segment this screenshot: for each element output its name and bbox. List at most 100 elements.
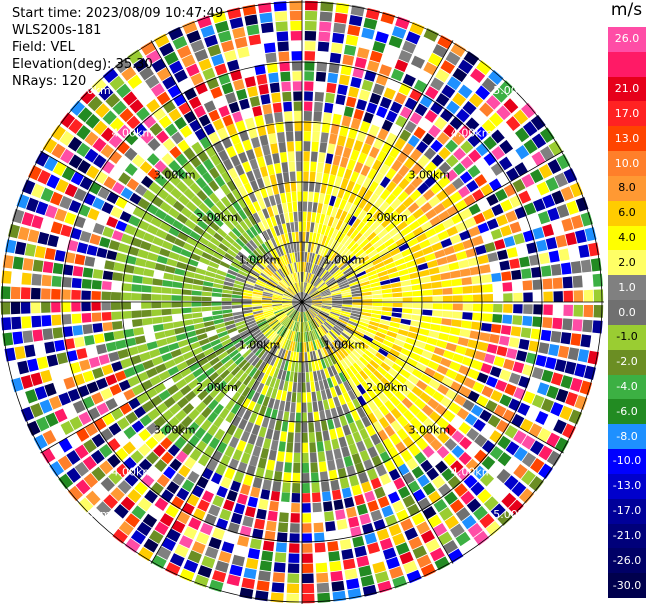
velocity-gate (346, 322, 357, 330)
velocity-gate (105, 397, 118, 411)
velocity-gate (568, 409, 583, 425)
velocity-gate (167, 84, 182, 99)
velocity-gate (303, 322, 305, 332)
velocity-gate (309, 442, 317, 453)
velocity-gate (542, 194, 555, 209)
velocity-gate (388, 523, 402, 537)
velocity-gate (276, 451, 285, 462)
velocity-gate (156, 338, 168, 348)
velocity-gate (167, 365, 180, 377)
velocity-gate (247, 203, 257, 215)
velocity-gate (270, 321, 280, 329)
velocity-gate (295, 412, 301, 423)
velocity-gate (244, 442, 254, 455)
velocity-gate (81, 313, 92, 323)
velocity-gate (354, 329, 365, 338)
velocity-gate (467, 164, 481, 178)
velocity-gate (396, 402, 408, 415)
velocity-gate (183, 373, 196, 384)
velocity-gate (324, 236, 331, 247)
velocity-gate (284, 182, 291, 193)
velocity-gate (410, 148, 423, 162)
velocity-gate (319, 213, 326, 225)
velocity-gate (235, 223, 245, 235)
velocity-gate (88, 181, 102, 195)
velocity-gate (317, 314, 327, 321)
velocity-gate (224, 320, 235, 327)
velocity-gate (84, 422, 99, 437)
velocity-gate (457, 185, 471, 198)
velocity-gate (210, 153, 222, 167)
velocity-gate (330, 123, 340, 135)
velocity-gate (57, 237, 69, 250)
velocity-gate (140, 474, 155, 488)
velocity-gate (102, 226, 115, 238)
velocity-gate (331, 307, 342, 311)
velocity-gate (531, 366, 544, 380)
velocity-gate (180, 207, 193, 218)
velocity-gate (224, 277, 235, 284)
velocity-gate (142, 317, 153, 326)
velocity-gate (46, 354, 59, 367)
velocity-gate (497, 249, 508, 261)
colorbar-segment (608, 126, 646, 152)
velocity-gate (292, 252, 296, 263)
velocity-gate (125, 513, 140, 528)
velocity-gate (95, 103, 110, 119)
velocity-gate (67, 432, 82, 448)
velocity-gate (247, 433, 258, 445)
velocity-gate (402, 142, 415, 156)
velocity-gate (252, 249, 262, 259)
velocity-gate (394, 358, 406, 368)
velocity-gate (331, 580, 345, 592)
velocity-gate (121, 283, 132, 292)
velocity-gate (188, 362, 201, 373)
velocity-gate (496, 468, 511, 484)
velocity-gate (288, 553, 300, 563)
velocity-gate (269, 249, 277, 260)
velocity-gate (313, 317, 321, 327)
velocity-gate (31, 315, 42, 328)
velocity-gate (419, 37, 435, 51)
velocity-gate (333, 326, 343, 334)
velocity-gate (302, 372, 306, 383)
velocity-gate (468, 226, 481, 238)
velocity-gate (438, 146, 451, 160)
velocity-gate (380, 279, 391, 286)
velocity-gate (286, 391, 292, 402)
range-ring-label: 2.00km (366, 211, 408, 224)
velocity-gate (352, 387, 362, 398)
velocity-gate (232, 449, 243, 461)
velocity-gate (7, 362, 20, 377)
velocity-gate (410, 243, 422, 253)
velocity-gate (85, 490, 101, 506)
velocity-gate (228, 216, 239, 227)
velocity-gate (207, 424, 219, 436)
velocity-gate (302, 295, 310, 302)
velocity-gate (432, 371, 445, 383)
velocity-gate (70, 171, 85, 186)
velocity-gate (164, 123, 178, 137)
velocity-gate (266, 217, 274, 229)
velocity-gate (528, 476, 544, 492)
velocity-gate (89, 508, 105, 524)
velocity-gate (131, 465, 146, 480)
velocity-gate (221, 293, 232, 298)
velocity-gate (121, 319, 133, 329)
velocity-gate (246, 170, 256, 182)
velocity-gate (302, 302, 305, 312)
velocity-gate (331, 489, 342, 501)
velocity-gate (302, 211, 307, 222)
velocity-gate (294, 110, 302, 121)
velocity-gate (110, 302, 121, 310)
velocity-gate (430, 424, 443, 438)
velocity-gate (262, 208, 270, 219)
velocity-gate (467, 522, 483, 538)
velocity-gate (398, 242, 410, 252)
velocity-gate (356, 47, 370, 59)
velocity-gate (279, 502, 290, 513)
velocity-gate (34, 342, 46, 356)
velocity-gate (475, 85, 491, 101)
velocity-gate (492, 87, 508, 103)
velocity-gate (289, 351, 294, 362)
